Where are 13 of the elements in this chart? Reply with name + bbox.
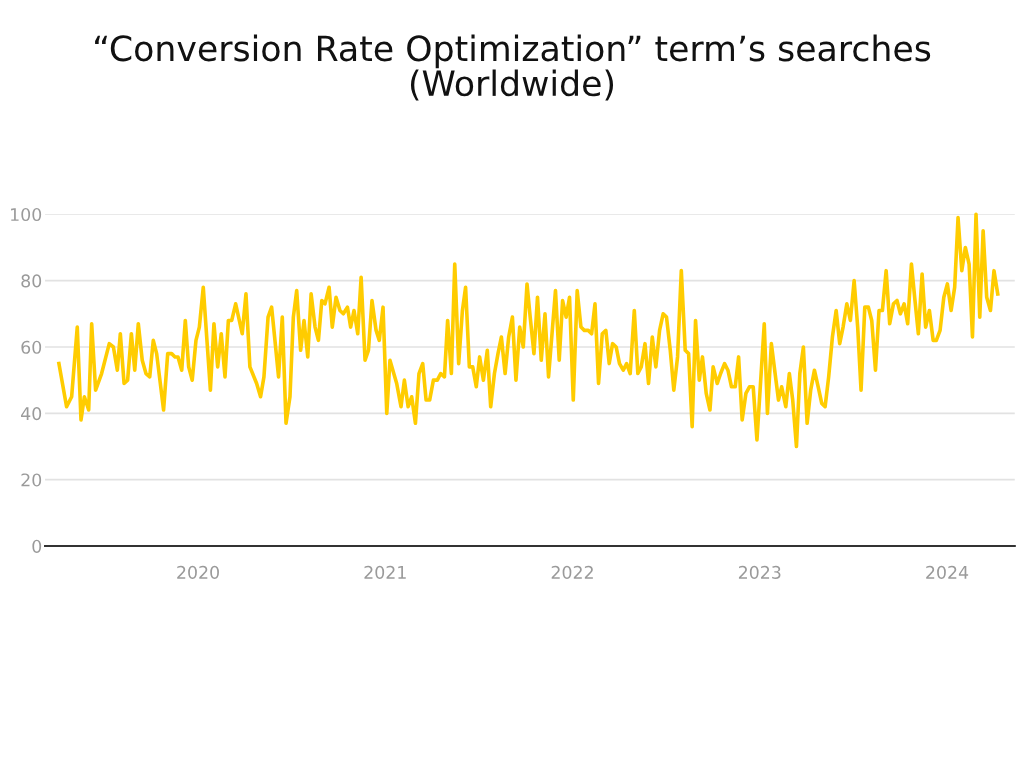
x-tick-label: 2020 <box>177 565 219 579</box>
line-series <box>57 212 1000 449</box>
chart-title: “Conversion Rate Optimization” term’s searches (Worldwide) <box>95 34 931 101</box>
y-tick-label: 20 <box>21 473 42 487</box>
x-tick-label: 2023 <box>738 565 781 579</box>
x-tick-label: 2024 <box>926 565 969 579</box>
y-tick-label: 80 <box>21 274 42 288</box>
y-tick-label: 40 <box>21 407 42 421</box>
x-tick-label: 2022 <box>551 565 593 579</box>
x-tick-label: 2021 <box>364 565 406 579</box>
y-tick-label: 100 <box>11 207 42 222</box>
y-tick-label: 0 <box>32 539 42 553</box>
y-tick-label: 60 <box>21 340 42 354</box>
